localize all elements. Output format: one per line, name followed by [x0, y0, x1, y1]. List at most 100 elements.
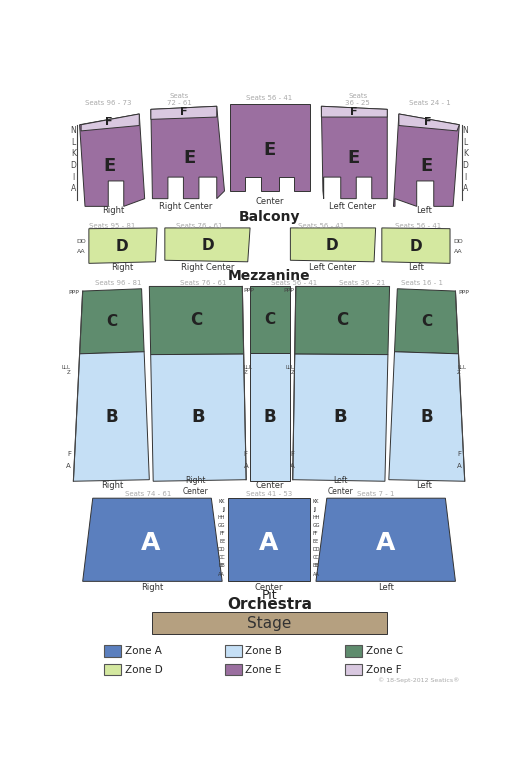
- Text: B: B: [264, 408, 277, 426]
- Text: HH: HH: [313, 515, 320, 520]
- Polygon shape: [295, 286, 390, 355]
- Text: D: D: [463, 161, 468, 170]
- Text: KK: KK: [219, 499, 225, 504]
- Text: BB: BB: [218, 564, 225, 568]
- Text: K: K: [463, 149, 468, 159]
- Text: Zone C: Zone C: [365, 646, 403, 656]
- Text: D: D: [410, 239, 422, 254]
- Text: FF: FF: [220, 531, 225, 536]
- Text: Left: Left: [378, 583, 394, 592]
- Text: LLL
Z: LLL Z: [285, 365, 294, 374]
- Text: Right: Right: [111, 263, 133, 273]
- Text: AA: AA: [313, 571, 320, 577]
- Polygon shape: [151, 106, 225, 199]
- Text: F: F: [424, 117, 432, 126]
- Text: Center: Center: [255, 583, 283, 592]
- Text: Left: Left: [408, 263, 424, 273]
- Text: Right: Right: [102, 206, 125, 215]
- Polygon shape: [230, 104, 310, 191]
- FancyBboxPatch shape: [104, 664, 121, 675]
- Text: © 18-Sept-2012 Seatics®: © 18-Sept-2012 Seatics®: [378, 677, 459, 683]
- Text: Seats 24 - 1: Seats 24 - 1: [409, 100, 451, 106]
- Text: F: F: [106, 117, 113, 126]
- Polygon shape: [293, 354, 388, 481]
- FancyBboxPatch shape: [225, 645, 242, 657]
- Polygon shape: [228, 498, 310, 581]
- Text: LLL
Z: LLL Z: [61, 365, 70, 374]
- Text: A: A: [376, 531, 395, 555]
- Text: A: A: [141, 531, 161, 555]
- Text: PPP: PPP: [244, 288, 255, 293]
- Text: Seats 56 - 41: Seats 56 - 41: [246, 95, 292, 101]
- Text: Right Center: Right Center: [159, 202, 213, 211]
- Text: I: I: [465, 172, 467, 182]
- Text: Mezzanine: Mezzanine: [228, 269, 311, 283]
- Text: JJ: JJ: [313, 507, 316, 512]
- Polygon shape: [389, 352, 465, 481]
- Text: AA: AA: [454, 249, 462, 254]
- Text: Zone F: Zone F: [365, 665, 401, 675]
- Text: Pit: Pit: [261, 590, 277, 602]
- FancyBboxPatch shape: [225, 664, 242, 675]
- Text: A: A: [289, 463, 294, 469]
- Text: Seats 96 - 73: Seats 96 - 73: [85, 100, 131, 106]
- Text: Zone A: Zone A: [125, 646, 162, 656]
- Text: AA: AA: [77, 249, 86, 254]
- Text: D: D: [201, 238, 214, 253]
- Text: E: E: [184, 149, 196, 167]
- Text: Seats
36 - 25: Seats 36 - 25: [345, 93, 370, 105]
- Text: A: A: [66, 463, 71, 469]
- Text: Seats 56 - 41: Seats 56 - 41: [395, 223, 442, 229]
- FancyBboxPatch shape: [344, 664, 362, 675]
- Text: C: C: [421, 314, 432, 329]
- Text: E: E: [348, 149, 360, 167]
- Text: D: D: [326, 238, 339, 253]
- Text: Balcony: Balcony: [239, 210, 300, 224]
- Polygon shape: [393, 114, 459, 206]
- Text: Center: Center: [256, 481, 285, 490]
- Text: Left Center: Left Center: [329, 202, 376, 211]
- Text: Seats 76 - 61: Seats 76 - 61: [180, 280, 227, 286]
- Text: I: I: [72, 172, 75, 182]
- Text: F: F: [67, 451, 71, 457]
- Text: A: A: [244, 463, 249, 469]
- Polygon shape: [149, 286, 244, 355]
- Text: A: A: [71, 184, 76, 193]
- Text: DD: DD: [313, 547, 320, 552]
- Text: E: E: [264, 141, 276, 159]
- Polygon shape: [82, 498, 222, 581]
- Polygon shape: [151, 354, 246, 481]
- Text: L: L: [464, 138, 468, 147]
- Text: Center: Center: [255, 197, 284, 206]
- Text: AA: AA: [218, 571, 225, 577]
- Polygon shape: [250, 353, 290, 481]
- Text: Zone E: Zone E: [245, 665, 282, 675]
- Text: F: F: [350, 108, 358, 117]
- Text: Seats 74 - 61: Seats 74 - 61: [125, 491, 172, 497]
- Text: C: C: [107, 314, 118, 329]
- Text: Seats 96 - 81: Seats 96 - 81: [95, 280, 142, 286]
- Text: Seats 41 - 53: Seats 41 - 53: [246, 491, 292, 497]
- Polygon shape: [80, 289, 144, 354]
- Text: C: C: [265, 312, 276, 327]
- Polygon shape: [321, 106, 387, 117]
- Text: CC: CC: [218, 555, 225, 561]
- Text: Left: Left: [416, 206, 432, 215]
- Text: FF: FF: [313, 531, 318, 536]
- Text: Right Center: Right Center: [181, 263, 234, 273]
- Text: B: B: [192, 408, 205, 427]
- Polygon shape: [165, 228, 250, 262]
- Polygon shape: [81, 114, 139, 131]
- Text: E: E: [103, 156, 116, 175]
- Text: PPP: PPP: [284, 288, 294, 293]
- Text: EE: EE: [219, 539, 225, 544]
- Text: Seats 16 - 1: Seats 16 - 1: [401, 280, 443, 286]
- Text: JJ: JJ: [222, 507, 225, 512]
- Polygon shape: [250, 286, 290, 353]
- Text: Seats 95 - 81: Seats 95 - 81: [89, 223, 135, 229]
- Text: Zone B: Zone B: [245, 646, 282, 656]
- Text: CC: CC: [313, 555, 320, 561]
- Text: PPP: PPP: [69, 290, 80, 295]
- Text: DD: DD: [218, 547, 225, 552]
- Text: Right: Right: [101, 481, 123, 490]
